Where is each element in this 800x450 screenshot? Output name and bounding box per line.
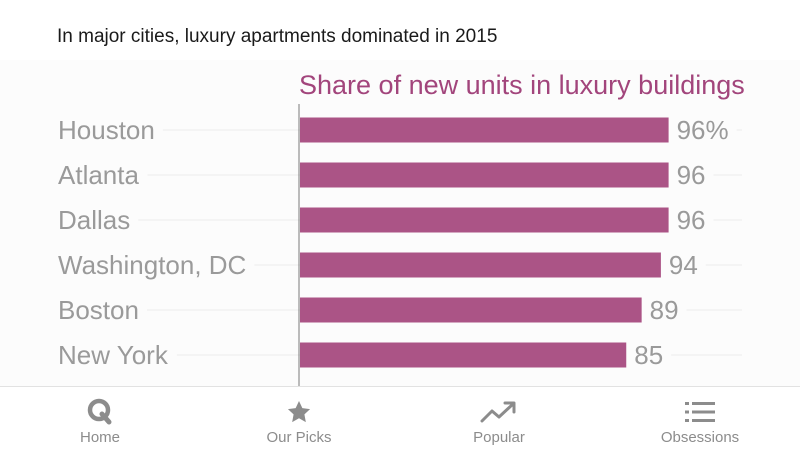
tab-label: Popular bbox=[473, 429, 525, 446]
q-logo-icon bbox=[86, 397, 114, 427]
tab-label: Our Picks bbox=[266, 429, 332, 446]
bar bbox=[300, 117, 670, 143]
label-backdrop bbox=[50, 295, 147, 325]
label-backdrop bbox=[50, 160, 148, 190]
tab-obsessions[interactable]: Obsessions bbox=[610, 387, 790, 450]
bar bbox=[300, 207, 670, 233]
tab-label: Obsessions bbox=[660, 429, 740, 446]
category-label: New York bbox=[58, 340, 169, 370]
value-label: 96 bbox=[677, 160, 706, 190]
label-backdrop bbox=[50, 340, 177, 370]
category-label: Washington, DC bbox=[58, 250, 246, 280]
list-icon bbox=[685, 397, 715, 427]
value-label: 89 bbox=[650, 295, 679, 325]
label-backdrop bbox=[50, 250, 255, 280]
category-label: Atlanta bbox=[58, 160, 139, 190]
label-backdrop bbox=[660, 250, 706, 280]
category-labels: Houston Atlanta Dallas Washington, DC Boston… bbox=[50, 115, 255, 370]
bottom-tab-bar: Home Our Picks Popular bbox=[0, 386, 800, 450]
label-backdrop bbox=[626, 340, 672, 370]
category-label: Houston bbox=[58, 115, 155, 145]
star-icon bbox=[286, 397, 312, 427]
category-label: Boston bbox=[58, 295, 139, 325]
chart-title: Share of new units in luxury buildings bbox=[299, 70, 745, 100]
bar bbox=[300, 252, 662, 278]
tab-label: Home bbox=[79, 429, 120, 446]
bar bbox=[300, 162, 670, 188]
bar bbox=[300, 342, 628, 368]
label-backdrop bbox=[668, 115, 737, 145]
headline: In major cities, luxury apartments domin… bbox=[57, 26, 498, 47]
bar-chart: Share of new units in luxury buildings H… bbox=[0, 60, 800, 386]
label-backdrop bbox=[668, 160, 714, 190]
value-label: 94 bbox=[669, 250, 698, 280]
bars bbox=[300, 117, 670, 368]
tab-popular[interactable]: Popular bbox=[409, 387, 589, 450]
label-backdrop bbox=[668, 205, 714, 235]
label-backdrop bbox=[50, 205, 139, 235]
label-backdrop bbox=[641, 295, 687, 325]
bar bbox=[300, 297, 643, 323]
tab-home[interactable]: Home bbox=[10, 387, 190, 450]
category-label: Dallas bbox=[58, 205, 130, 235]
value-label: 85 bbox=[634, 340, 663, 370]
label-backdrop bbox=[50, 115, 163, 145]
value-label: 96 bbox=[677, 205, 706, 235]
value-labels: 96% 96 96 94 89 85 bbox=[626, 115, 737, 370]
tab-our-picks[interactable]: Our Picks bbox=[209, 387, 389, 450]
value-label: 96% bbox=[677, 115, 729, 145]
trending-up-icon bbox=[480, 397, 518, 427]
